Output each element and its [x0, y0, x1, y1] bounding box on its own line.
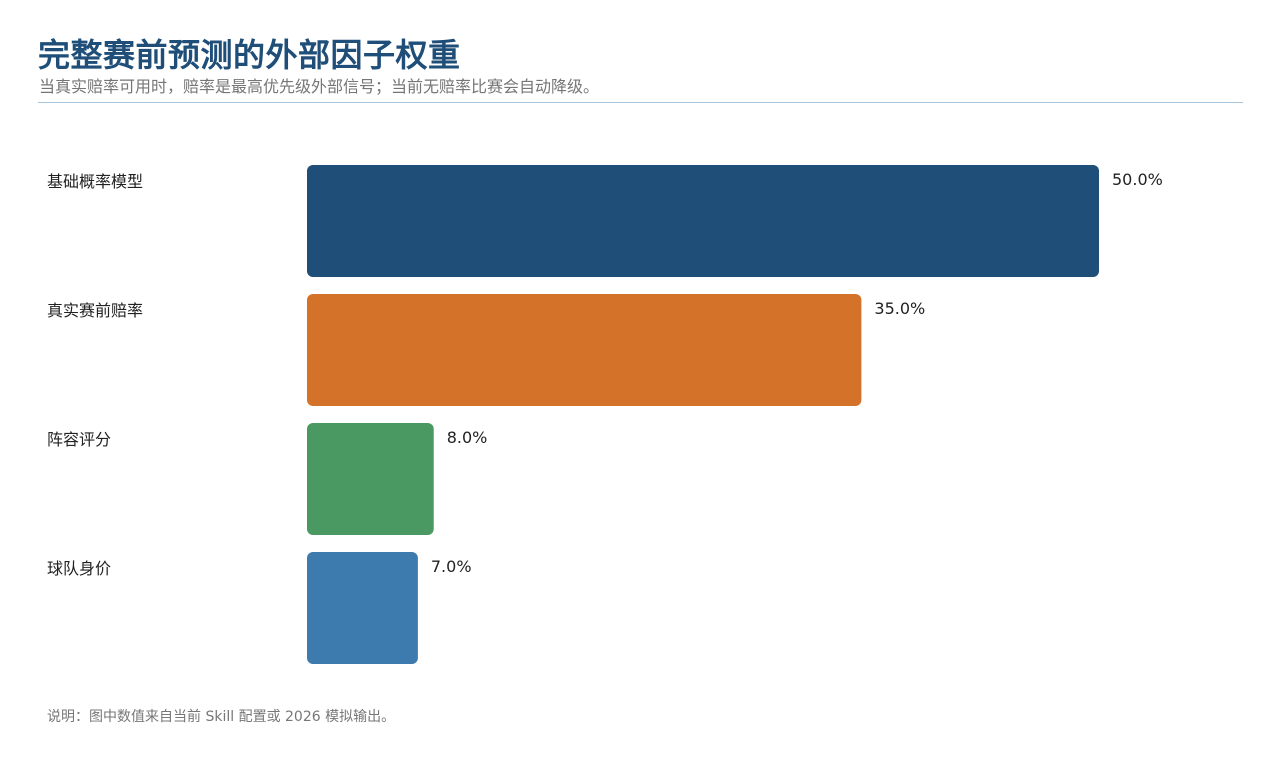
footnote: 说明：图中数值来自当前 Skill 配置或 2026 模拟输出。: [47, 709, 396, 725]
value-label: 7.0%: [431, 557, 472, 576]
category-label: 基础概率模型: [47, 172, 143, 191]
value-label: 8.0%: [447, 428, 488, 447]
bar: [307, 423, 434, 535]
page-title: 完整赛前预测的外部因子权重: [38, 36, 461, 74]
category-label: 真实赛前赔率: [47, 301, 143, 320]
value-label: 50.0%: [1112, 170, 1163, 189]
bar: [307, 552, 418, 664]
category-label: 球队身价: [47, 559, 111, 578]
bar: [307, 165, 1099, 277]
category-label: 阵容评分: [47, 430, 111, 449]
page-subtitle: 当真实赔率可用时，赔率是最高优先级外部信号；当前无赔率比赛会自动降级。: [39, 77, 600, 96]
value-label: 35.0%: [874, 299, 925, 318]
header-divider: [38, 102, 1243, 103]
bar: [307, 294, 862, 406]
